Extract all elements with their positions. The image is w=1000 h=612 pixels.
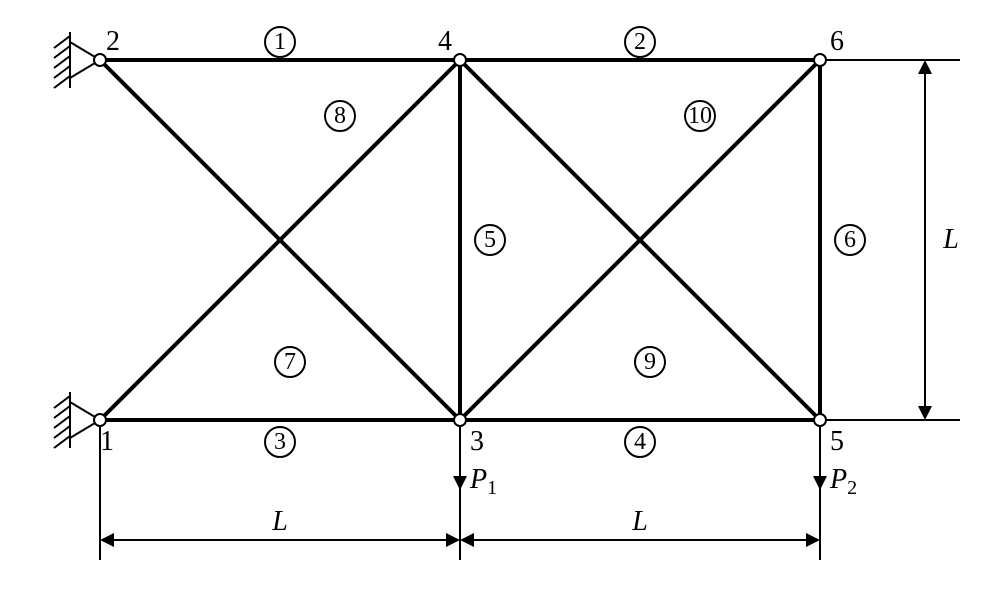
node-4 [454, 54, 466, 66]
dim-v-label-2: L [942, 224, 959, 255]
truss-diagram: 1 2 3 4 5 6 1 2 3 4 5 6 7 8 9 10 P1 P2 L L L [0, 0, 1000, 612]
member-label-8: 8 [334, 103, 346, 129]
force-label-2: P2 [829, 464, 857, 499]
member-label-7: 7 [284, 349, 296, 375]
member-label-10: 10 [688, 103, 712, 129]
member-label-6: 6 [844, 227, 856, 253]
force-label-1: P1 [469, 464, 497, 499]
node-label-2: 2 [106, 26, 120, 57]
node-5 [814, 414, 826, 426]
node-label-6: 6 [830, 26, 844, 57]
member-label-5: 5 [484, 227, 496, 253]
node-1 [94, 414, 106, 426]
node-label-5: 5 [830, 426, 844, 457]
node-2 [94, 54, 106, 66]
member-label-9: 9 [644, 349, 656, 375]
member-label-4: 4 [634, 429, 646, 455]
node-3 [454, 414, 466, 426]
node-label-1: 1 [100, 426, 114, 457]
node-label-3: 3 [470, 426, 484, 457]
member-label-2: 2 [634, 29, 646, 55]
dim-h-label-0: L [271, 506, 288, 537]
member-label-1: 1 [274, 29, 286, 55]
dim-h-label-1: L [631, 506, 648, 537]
node-6 [814, 54, 826, 66]
member-label-3: 3 [274, 429, 286, 455]
node-label-4: 4 [438, 26, 452, 57]
